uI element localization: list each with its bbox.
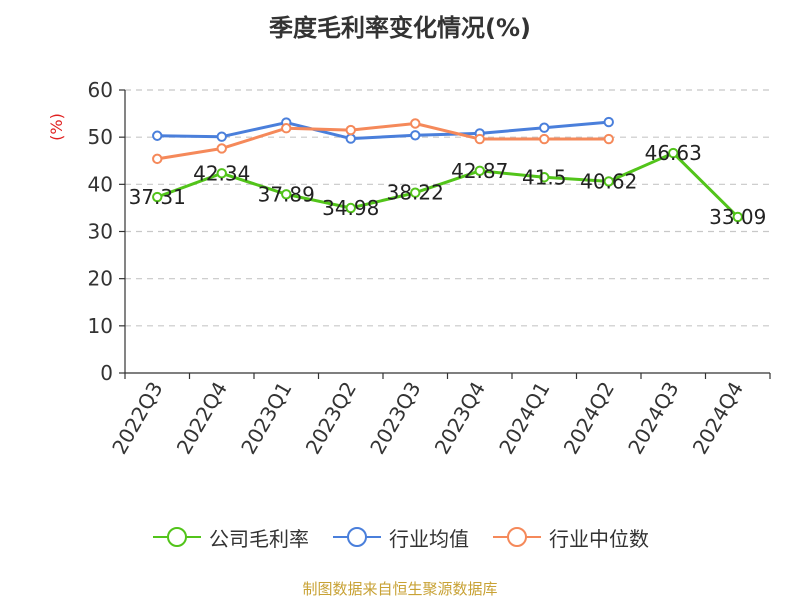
y-axis-label: (%) xyxy=(47,113,66,141)
y-tick-label: 50 xyxy=(88,125,113,149)
data-point[interactable] xyxy=(345,124,356,136)
data-point[interactable] xyxy=(539,172,550,183)
data-point[interactable] xyxy=(410,130,421,141)
data-point[interactable] xyxy=(474,133,485,145)
x-tick-label: 2024Q2 xyxy=(559,378,619,459)
data-point[interactable] xyxy=(152,130,163,141)
legend-marker-icon xyxy=(153,527,201,547)
data-point[interactable] xyxy=(216,143,227,154)
x-tick-label: 2023Q1 xyxy=(236,378,296,459)
data-point[interactable] xyxy=(539,122,550,133)
data-label: 37.89 xyxy=(258,182,315,206)
y-tick-label: 0 xyxy=(100,361,113,385)
data-label: 41.5 xyxy=(522,165,567,189)
series-2 xyxy=(152,118,614,165)
data-label: 42.34 xyxy=(193,161,250,185)
legend-item-0[interactable]: 公司毛利率 xyxy=(151,523,309,552)
legend-label: 行业中位数 xyxy=(549,526,649,551)
series-layer xyxy=(152,116,743,223)
data-point[interactable] xyxy=(152,191,163,203)
y-tick-label: 40 xyxy=(88,172,113,196)
data-point[interactable] xyxy=(603,116,614,128)
data-label: 46.63 xyxy=(645,141,702,165)
legend-item-1[interactable]: 行业均值 xyxy=(331,523,469,552)
legend-item-2[interactable]: 行业中位数 xyxy=(491,523,649,552)
data-point[interactable] xyxy=(345,202,356,214)
data-labels: 37.31 42.34 37.89 34.98 38.22 42.87 41.5 40.62 4… xyxy=(129,141,767,229)
data-point[interactable] xyxy=(152,153,163,165)
y-tick-label: 60 xyxy=(88,78,113,102)
legend: 公司毛利率 行业均值 行业中位数 xyxy=(0,520,800,554)
data-point[interactable] xyxy=(410,118,421,129)
y-tick-label: 30 xyxy=(88,220,113,244)
y-tick-label: 20 xyxy=(88,267,113,291)
legend-marker-icon xyxy=(333,527,381,547)
grid-lines xyxy=(125,89,770,327)
data-label: 34.98 xyxy=(322,196,379,220)
data-label: 38.22 xyxy=(387,181,444,205)
data-point[interactable] xyxy=(732,211,743,223)
data-label: 37.31 xyxy=(129,185,186,209)
data-label: 33.09 xyxy=(709,205,766,229)
x-tick-label: 2023Q2 xyxy=(301,378,361,459)
data-point[interactable] xyxy=(668,147,679,159)
x-tick-label: 2024Q3 xyxy=(623,378,683,459)
legend-label: 行业均值 xyxy=(389,526,469,551)
x-tick-label: 2023Q3 xyxy=(365,378,425,459)
data-point[interactable] xyxy=(410,187,421,198)
x-tick-label: 2022Q4 xyxy=(172,378,232,459)
data-point[interactable] xyxy=(345,133,356,144)
x-tick-label: 2024Q4 xyxy=(688,378,748,459)
data-point[interactable] xyxy=(216,131,227,142)
series-line xyxy=(157,120,609,141)
data-point[interactable] xyxy=(474,165,485,176)
series-line xyxy=(156,151,739,218)
source-footer: 制图数据来自恒生聚源数据库 xyxy=(302,580,498,598)
x-tick-label: 2023Q4 xyxy=(430,378,490,459)
data-point[interactable] xyxy=(281,189,292,200)
y-tick-label: 10 xyxy=(88,314,113,338)
data-point[interactable] xyxy=(216,168,227,179)
data-point[interactable] xyxy=(603,133,614,145)
data-label: 42.87 xyxy=(451,159,508,183)
data-point[interactable] xyxy=(539,133,550,145)
series-0 xyxy=(152,147,743,223)
x-tick-label: 2022Q3 xyxy=(107,378,167,459)
x-tick-label: 2024Q1 xyxy=(494,378,554,459)
legend-marker-icon xyxy=(493,527,541,547)
legend-label: 公司毛利率 xyxy=(209,526,309,551)
data-point[interactable] xyxy=(603,176,614,187)
series-line xyxy=(157,121,609,161)
data-label: 40.62 xyxy=(580,169,637,193)
data-point[interactable] xyxy=(281,123,292,134)
chart-title: 季度毛利率变化情况(%) xyxy=(269,14,531,42)
